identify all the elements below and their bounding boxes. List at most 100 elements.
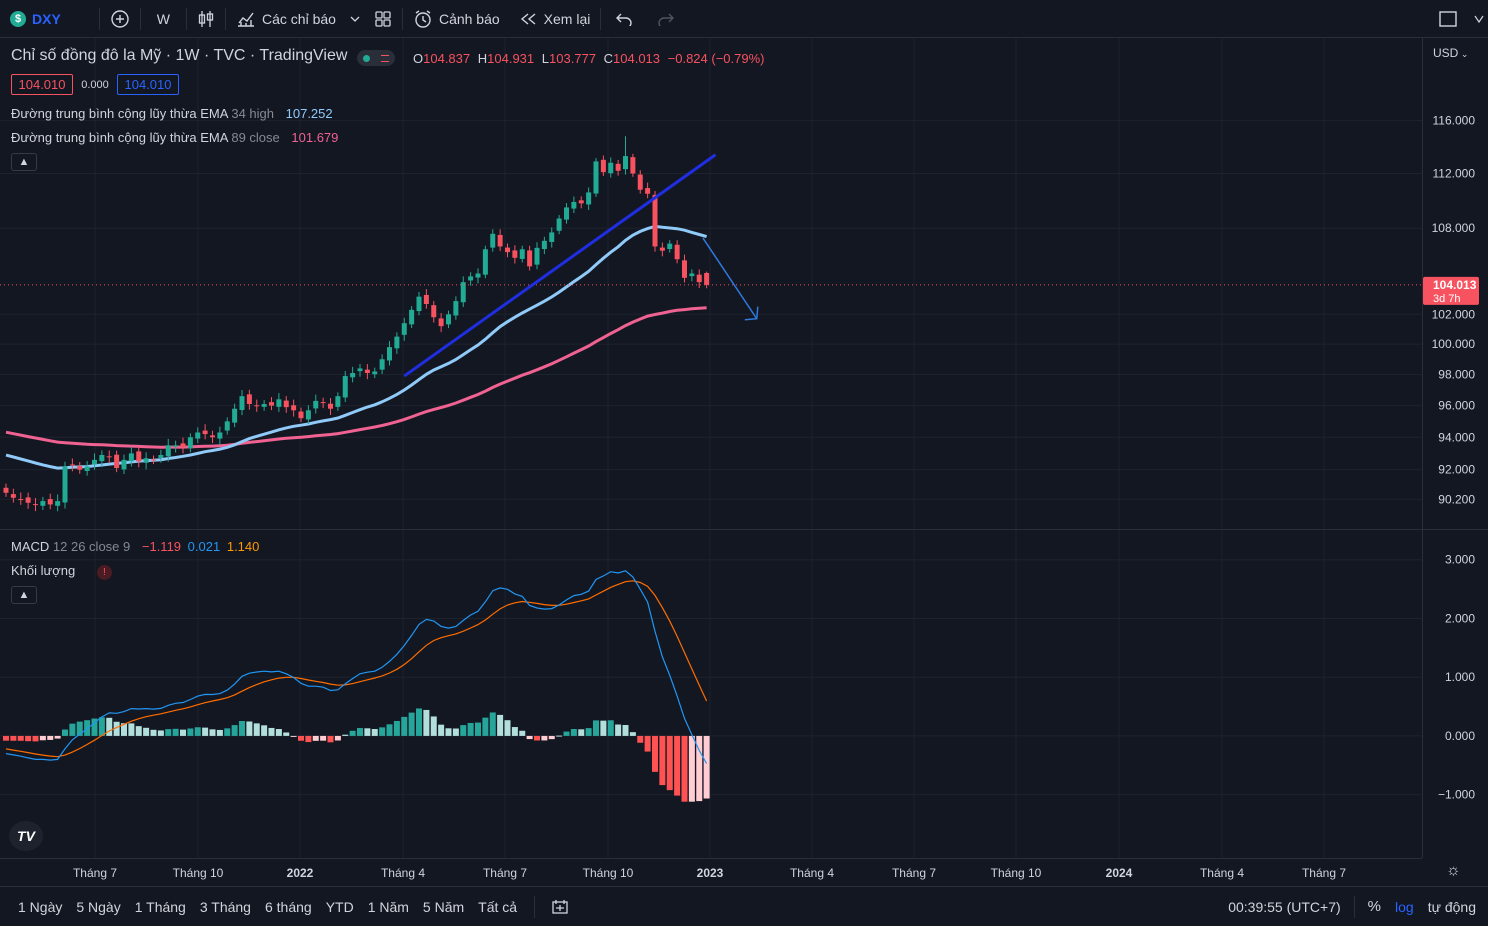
range-button[interactable]: 3 Tháng <box>199 898 251 915</box>
price-pane[interactable] <box>0 38 1422 529</box>
candle-body <box>121 459 127 470</box>
pane-divider[interactable] <box>0 529 1488 530</box>
replay-icon <box>520 12 536 25</box>
candle-body <box>460 282 466 303</box>
histogram-bar <box>504 720 511 736</box>
low-key: L <box>541 51 549 66</box>
macd-line <box>5 570 708 764</box>
interval-button[interactable]: W <box>156 10 171 27</box>
chevron-down-icon[interactable] <box>344 0 366 37</box>
range-button[interactable]: 6 tháng <box>264 898 312 915</box>
histogram-bar <box>482 717 489 736</box>
macd-pane[interactable] <box>0 530 1422 858</box>
candle-body <box>689 273 695 277</box>
price-axis[interactable]: USD ⌄ 116.000 112.000 108.000 102.000 100.00… <box>1422 38 1488 879</box>
market-open-dot-icon <box>362 54 370 62</box>
buy-price-box[interactable]: 104.010 <box>117 74 179 95</box>
indicators-button[interactable]: Các chỉ báo <box>228 0 344 37</box>
price-chart[interactable] <box>0 38 1422 529</box>
range-button[interactable]: 1 Năm <box>367 898 409 915</box>
settings-gear-icon[interactable]: ☼ <box>1446 862 1461 879</box>
range-button[interactable]: YTD <box>325 898 354 915</box>
candle-body <box>704 272 710 285</box>
date-range-icon[interactable] <box>537 899 583 915</box>
histogram-bar <box>452 728 459 736</box>
symbol-search[interactable]: $ DXY <box>0 0 69 37</box>
candle-body <box>180 443 186 447</box>
undo-icon[interactable] <box>603 0 645 37</box>
range-button[interactable]: 1 Tháng <box>134 898 186 915</box>
replay-button[interactable]: Xem lại <box>508 0 599 37</box>
alert-button[interactable]: Cảnh báo <box>405 0 508 37</box>
ema89-legend[interactable]: Đường trung bình cộng lũy thừa EMA 89 cl… <box>11 130 338 145</box>
fullscreen-icon[interactable] <box>1426 0 1470 37</box>
range-button[interactable]: 5 Năm <box>422 898 465 915</box>
candle-body <box>696 274 702 283</box>
compare-add-icon[interactable] <box>102 0 138 37</box>
layout-grid-icon[interactable] <box>366 0 400 37</box>
redo-icon[interactable] <box>645 0 687 37</box>
high-value: 104.931 <box>487 51 535 66</box>
histogram-bar <box>283 732 290 736</box>
forecast-arrowhead <box>744 306 759 321</box>
time-tick-label: Tháng 4 <box>790 866 834 880</box>
macd-chart[interactable] <box>0 530 1422 858</box>
time-tick-label: Tháng 10 <box>583 866 634 880</box>
time-tick-label: Tháng 7 <box>483 866 527 880</box>
overflow-chevron-icon[interactable] <box>1470 0 1488 37</box>
candle-body <box>490 233 496 248</box>
histogram-bar <box>298 735 304 741</box>
candle-body <box>313 400 319 409</box>
ema34-name: Đường trung bình cộng lũy thừa EMA <box>11 106 228 121</box>
currency-dropdown[interactable]: USD ⌄ <box>1433 46 1468 60</box>
histogram-bar <box>556 735 563 737</box>
time-axis[interactable]: Tháng 7 Tháng 10 2022 Tháng 4 Tháng 7 Tháng 1… <box>0 858 1422 886</box>
ema34-line <box>5 224 708 470</box>
histogram-bar <box>268 727 275 736</box>
candle-body <box>342 376 348 398</box>
market-status-badge[interactable] <box>357 50 395 66</box>
histogram-bar <box>696 735 703 802</box>
candle-style-icon[interactable] <box>189 0 223 37</box>
histogram-bar <box>475 722 481 736</box>
candle-body <box>84 466 90 471</box>
histogram-bar <box>39 735 46 741</box>
macd-legend[interactable]: MACD 12 26 close 9 −1.119 0.021 1.140 <box>11 539 259 554</box>
histogram-bar <box>194 727 201 736</box>
candle-body <box>210 435 215 438</box>
volume-legend[interactable]: Khối lượng ! <box>11 563 112 580</box>
collapse-macd-legend-button[interactable]: ▲ <box>11 586 37 604</box>
macd-tick-label: 0.000 <box>1445 729 1475 743</box>
candle-body <box>77 466 83 470</box>
percent-toggle[interactable]: % <box>1367 898 1382 915</box>
sell-price-box[interactable]: 104.010 <box>11 74 73 95</box>
log-toggle[interactable]: log <box>1395 898 1414 915</box>
macd-params: 12 26 close 9 <box>52 539 131 554</box>
tradingview-logo[interactable]: TV <box>9 821 43 851</box>
candle-body <box>593 161 599 194</box>
auto-scale-toggle[interactable]: tự động <box>1427 898 1476 915</box>
range-button[interactable]: 1 Ngày <box>18 898 63 915</box>
clock-timezone[interactable]: 00:39:55 (UTC+7) <box>1228 898 1341 915</box>
price-tick-label: 92.000 <box>1438 463 1475 477</box>
range-button[interactable]: 5 Ngày <box>76 898 121 915</box>
open-key: O <box>413 51 424 66</box>
replay-label: Xem lại <box>543 10 591 27</box>
histogram-bar <box>239 721 245 736</box>
candle-body <box>615 163 621 171</box>
candle-body <box>409 309 415 325</box>
warning-icon[interactable]: ! <box>96 565 112 580</box>
ema89-line <box>5 306 707 449</box>
candle-body <box>556 218 562 231</box>
histogram-bar <box>659 735 666 786</box>
time-tick-label: Tháng 10 <box>173 866 224 880</box>
forecast-arrow-drawing <box>702 237 758 320</box>
collapse-legend-button[interactable]: ▲ <box>11 153 37 171</box>
histogram-bar <box>342 734 349 736</box>
candle-body <box>497 234 503 247</box>
histogram-bar <box>143 727 150 736</box>
ema34-legend[interactable]: Đường trung bình cộng lũy thừa EMA 34 hi… <box>11 106 333 121</box>
range-button[interactable]: Tất cả <box>478 898 518 915</box>
candle-body <box>187 437 193 449</box>
divider <box>401 7 403 30</box>
